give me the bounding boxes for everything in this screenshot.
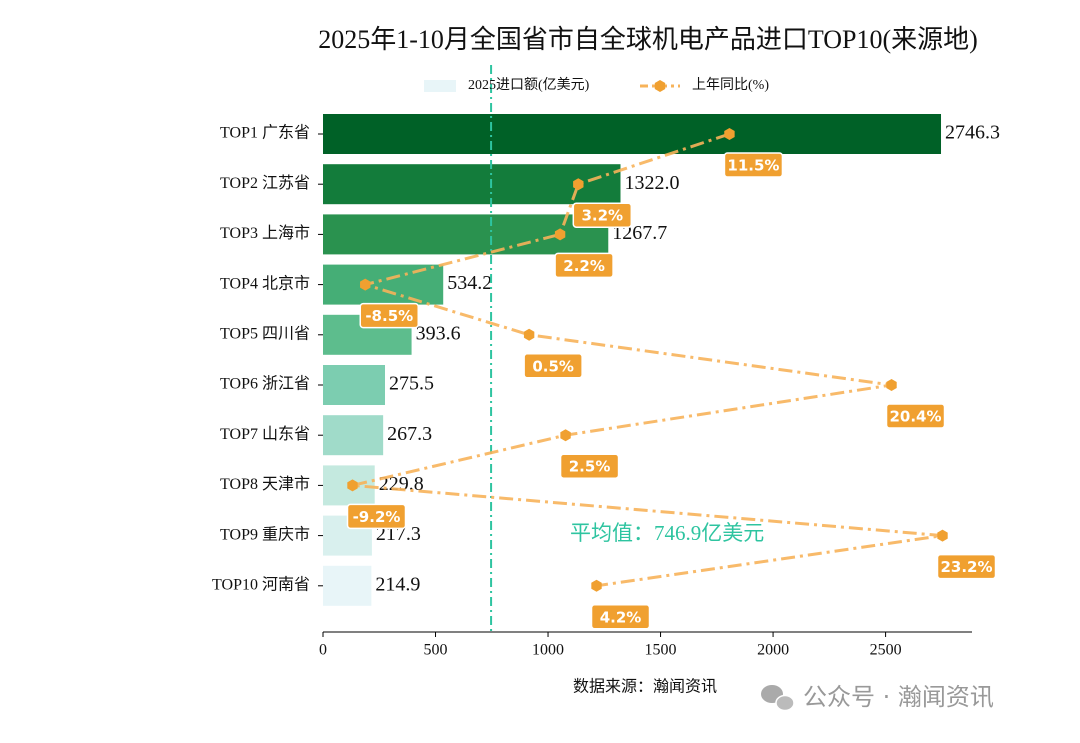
y-tick-label: TOP10 河南省 xyxy=(212,575,310,593)
yoy-label: -9.2% xyxy=(353,508,401,526)
bar-value-label: 534.2 xyxy=(447,272,492,294)
source-note: 数据来源：瀚闻资讯 xyxy=(573,678,717,696)
yoy-marker xyxy=(937,529,948,542)
x-tick-label: 2000 xyxy=(757,642,789,659)
yoy-label-box xyxy=(359,302,419,329)
mean-label: 平均值：746.9亿美元 xyxy=(570,521,764,545)
x-tick-label: 0 xyxy=(319,642,327,659)
watermark: 公众号 · 瀚闻资讯 xyxy=(803,683,994,711)
yoy-marker xyxy=(886,379,897,391)
bar-value-label: 214.9 xyxy=(375,573,420,595)
yoy-label: 23.2% xyxy=(940,558,992,576)
yoy-label-box xyxy=(723,152,784,178)
yoy-marker xyxy=(724,128,735,140)
bar-value-label: 2746.3 xyxy=(945,122,1000,144)
y-tick-label: TOP1 广东省 xyxy=(220,124,310,142)
yoy-marker xyxy=(573,178,584,191)
y-tick-label: TOP2 江苏省 xyxy=(220,174,310,192)
x-tick-label: 2500 xyxy=(870,642,902,659)
yoy-marker xyxy=(523,328,535,341)
yoy-marker xyxy=(360,278,371,291)
yoy-label: 3.2% xyxy=(581,207,623,225)
bar xyxy=(323,415,384,456)
yoy-label: 4.2% xyxy=(600,608,642,626)
bar xyxy=(323,365,385,405)
yoy-marker xyxy=(591,579,602,592)
x-tick-label: 1000 xyxy=(532,642,564,659)
yoy-marker xyxy=(347,479,358,492)
y-tick-label: TOP5 四川省 xyxy=(220,324,310,342)
y-tick-label: TOP9 重庆市 xyxy=(220,525,310,543)
wechat-icon xyxy=(761,685,795,712)
bar xyxy=(323,264,444,305)
yoy-label-box xyxy=(885,403,946,429)
x-tick-label: 500 xyxy=(424,642,448,659)
y-tick-label: TOP6 浙江省 xyxy=(220,375,310,393)
legend-label: 2025进口额(亿美元) xyxy=(468,77,590,93)
yoy-marker xyxy=(560,429,571,442)
yoy-label: 2.5% xyxy=(569,458,611,476)
yoy-label-box xyxy=(936,553,997,580)
yoy-line xyxy=(352,132,943,588)
legend-marker xyxy=(654,80,666,92)
y-tick-label: TOP8 天津市 xyxy=(220,475,310,493)
yoy-label: 11.5% xyxy=(727,157,779,175)
yoy-label: 20.4% xyxy=(889,408,941,426)
yoy-marker xyxy=(554,228,566,241)
bar-value-label: 275.5 xyxy=(389,373,434,395)
x-tick-label: 1500 xyxy=(645,642,677,659)
yoy-label-box xyxy=(554,252,614,279)
yoy-label-box xyxy=(590,604,651,630)
bar-value-label: 1322.0 xyxy=(624,172,679,194)
y-tick-label: TOP7 山东省 xyxy=(220,425,310,443)
bar-value-label: 267.3 xyxy=(387,423,432,445)
yoy-label-box xyxy=(559,453,620,479)
bar xyxy=(323,565,372,606)
yoy-label: -8.5% xyxy=(365,307,413,325)
yoy-label-box xyxy=(523,353,583,379)
legend-swatch xyxy=(424,80,456,92)
yoy-label-box xyxy=(346,503,407,530)
yoy-label: 0.5% xyxy=(532,357,574,375)
bar xyxy=(323,164,621,205)
bar-value-label: 393.6 xyxy=(416,322,461,344)
yoy-label-box xyxy=(572,202,633,228)
yoy-label: 2.2% xyxy=(563,257,605,275)
legend-label: 上年同比(%) xyxy=(692,77,769,93)
y-tick-label: TOP4 北京市 xyxy=(220,274,310,292)
y-tick-label: TOP3 上海市 xyxy=(220,224,310,242)
chart-title: 2025年1-10月全国省市自全球机电产品进口TOP10(来源地) xyxy=(318,25,978,54)
bar xyxy=(323,114,942,154)
